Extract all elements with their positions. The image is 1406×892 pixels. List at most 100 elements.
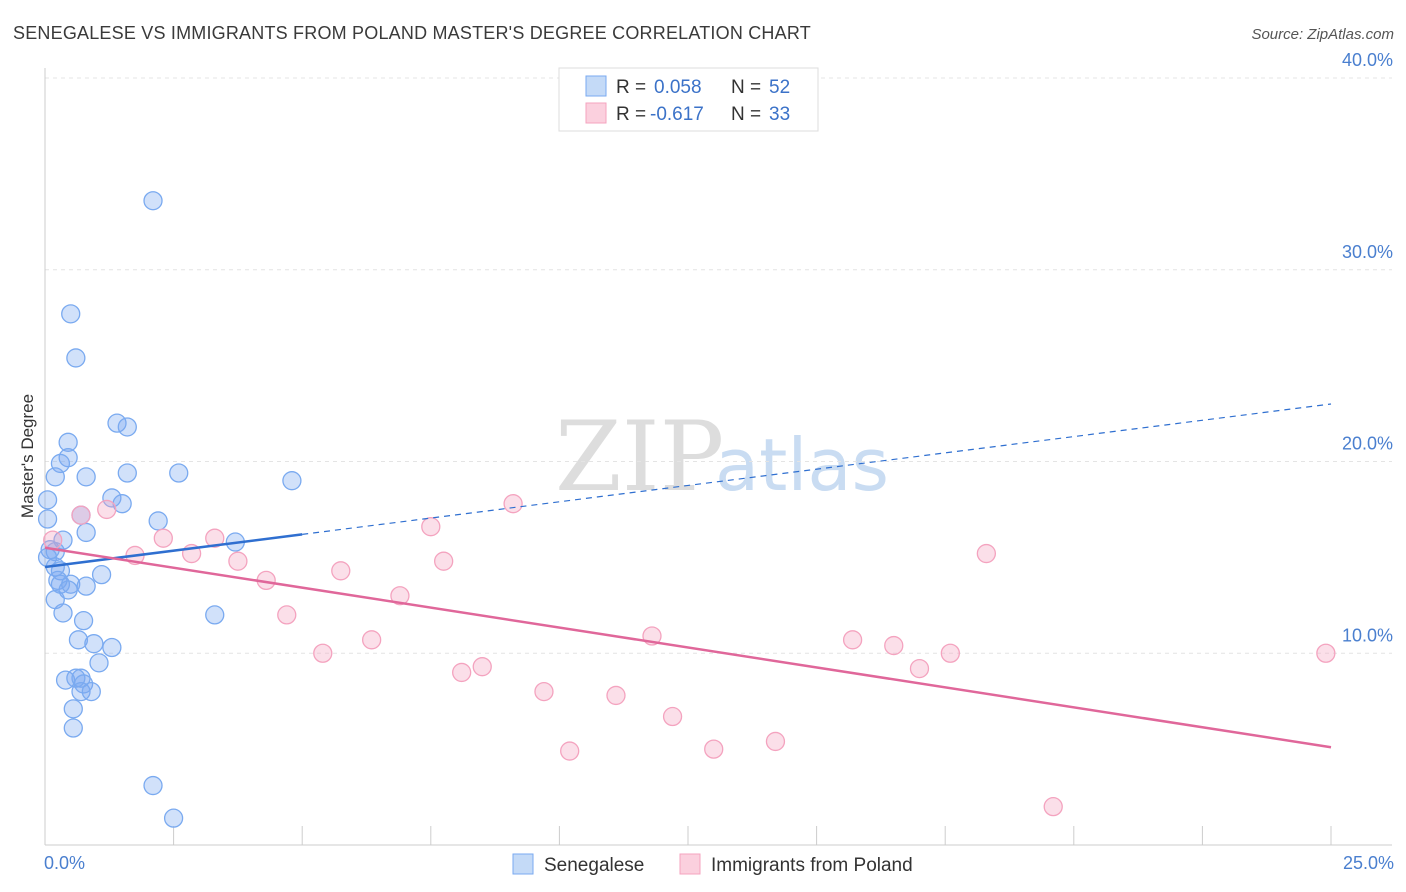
legend-swatch-senegalese: [512, 853, 534, 875]
series-1-point-27: [884, 635, 904, 656]
y-axis-label: Master's Degree: [18, 394, 37, 518]
series-0-point-18: [148, 511, 168, 531]
series-layer: [37, 191, 1336, 828]
series-1-point-10: [313, 643, 333, 663]
series-0-point-49: [143, 775, 163, 796]
series-0-point-3: [107, 413, 127, 433]
series-0-point-11: [169, 463, 189, 483]
series-1-point-29: [940, 643, 960, 663]
stats-r-label-1: R =: [616, 104, 646, 125]
series-1-point-16: [452, 662, 472, 683]
stats-n-label-1: N =: [731, 104, 761, 125]
series-0-point-48: [63, 718, 83, 738]
series-1-point-7: [228, 551, 248, 571]
series-0-point-44: [73, 674, 94, 694]
series-0-point-46: [81, 681, 101, 702]
series-0-trendline: [44, 533, 303, 569]
stats-n-label-0: N =: [731, 77, 761, 98]
series-0-point-39: [102, 637, 122, 658]
watermark-atlas: atlas: [715, 423, 889, 507]
x-tick-label-min: 0.0%: [44, 853, 85, 873]
series-1-point-26: [842, 630, 863, 650]
y-tick-label-10: 10.0%: [1342, 625, 1393, 645]
series-0-point-2: [66, 348, 86, 368]
series-1-point-2: [97, 499, 117, 520]
series-0-point-8: [45, 467, 65, 487]
series-1-point-31: [1043, 797, 1063, 817]
series-0-point-37: [68, 630, 89, 650]
series-1-point-18: [503, 494, 523, 514]
stats-n-value-0: 52: [769, 77, 790, 98]
series-0-point-32: [58, 580, 78, 600]
chart-title: SENEGALESE VS IMMIGRANTS FROM POLAND MAS…: [13, 23, 811, 43]
series-1-point-19: [534, 681, 554, 702]
x-ticks: [44, 826, 1332, 845]
series-0-trendline-extension: [302, 403, 1332, 535]
series-0-point-50: [163, 808, 184, 828]
series-1-points: [43, 494, 1336, 817]
series-1-point-28: [909, 658, 930, 679]
series-0-point-4: [117, 417, 137, 437]
stats-r-value-1: -0.617: [650, 104, 704, 125]
series-1-point-20: [560, 741, 580, 761]
series-0-point-31: [76, 576, 96, 596]
series-1-point-25: [765, 731, 786, 752]
series-0-point-36: [73, 611, 94, 631]
stats-swatch-poland: [585, 102, 607, 124]
series-0-point-13: [37, 490, 58, 510]
series-1-point-30: [976, 543, 997, 564]
series-0-point-40: [89, 653, 109, 673]
series-1-point-24: [704, 739, 724, 759]
legend-label-senegalese: Senegalese: [544, 855, 644, 876]
stats-r-label-0: R =: [616, 77, 646, 98]
y-tick-label-20: 20.0%: [1342, 434, 1393, 454]
series-0-point-20: [53, 530, 73, 550]
series-1-point-21: [606, 685, 626, 706]
series-0-point-16: [37, 509, 58, 529]
stats-n-value-1: 33: [769, 104, 790, 125]
series-0-point-27: [91, 564, 112, 585]
series-1-point-0: [43, 530, 63, 550]
legend-swatch-poland: [679, 853, 701, 875]
series-1-point-6: [205, 528, 225, 548]
series-0-point-38: [84, 634, 104, 654]
x-tick-label-max: 25.0%: [1343, 853, 1394, 873]
series-1-point-13: [390, 586, 410, 606]
series-1-point-12: [361, 630, 382, 650]
series-0-points: [37, 191, 302, 828]
y-tick-labels: 10.0% 20.0% 30.0% 40.0%: [1342, 50, 1393, 645]
y-tick-label-40: 40.0%: [1342, 50, 1393, 70]
series-0-point-45: [71, 681, 91, 702]
series-0-point-47: [63, 699, 83, 719]
gridlines: [45, 77, 1392, 654]
series-0-point-34: [53, 603, 73, 623]
series-0-point-1: [61, 304, 81, 324]
series-0-point-14: [102, 488, 122, 508]
chart-source: Source: ZipAtlas.com: [1251, 26, 1394, 43]
series-1-point-23: [662, 706, 683, 727]
series-1-point-32: [1316, 643, 1336, 663]
series-0-point-12: [282, 471, 302, 491]
series-1-point-9: [277, 605, 297, 625]
stats-r-value-0: 0.058: [654, 77, 702, 98]
y-tick-label-30: 30.0%: [1342, 242, 1393, 262]
series-1-point-11: [331, 561, 351, 581]
series-0-point-19: [76, 522, 96, 543]
legend-label-poland: Immigrants from Poland: [711, 855, 913, 876]
series-0-point-0: [143, 191, 163, 211]
series-1-point-4: [153, 528, 173, 548]
series-1-trendline: [44, 546, 1332, 749]
stats-legend: R = 0.058 N = 52 R = -0.617 N = 33: [558, 67, 819, 132]
watermark-zip: ZIP: [555, 401, 724, 513]
series-1-point-17: [472, 657, 492, 677]
series-0-point-9: [76, 467, 96, 487]
series-1-point-15: [434, 551, 454, 571]
series-legend: Senegalese Immigrants from Poland: [512, 853, 913, 876]
series-0-point-10: [117, 463, 137, 483]
stats-swatch-senegalese: [585, 75, 607, 97]
series-0-point-5: [58, 432, 78, 452]
series-1-point-1: [71, 505, 91, 525]
watermark: ZIP atlas: [555, 401, 889, 513]
series-0-point-35: [205, 605, 225, 625]
